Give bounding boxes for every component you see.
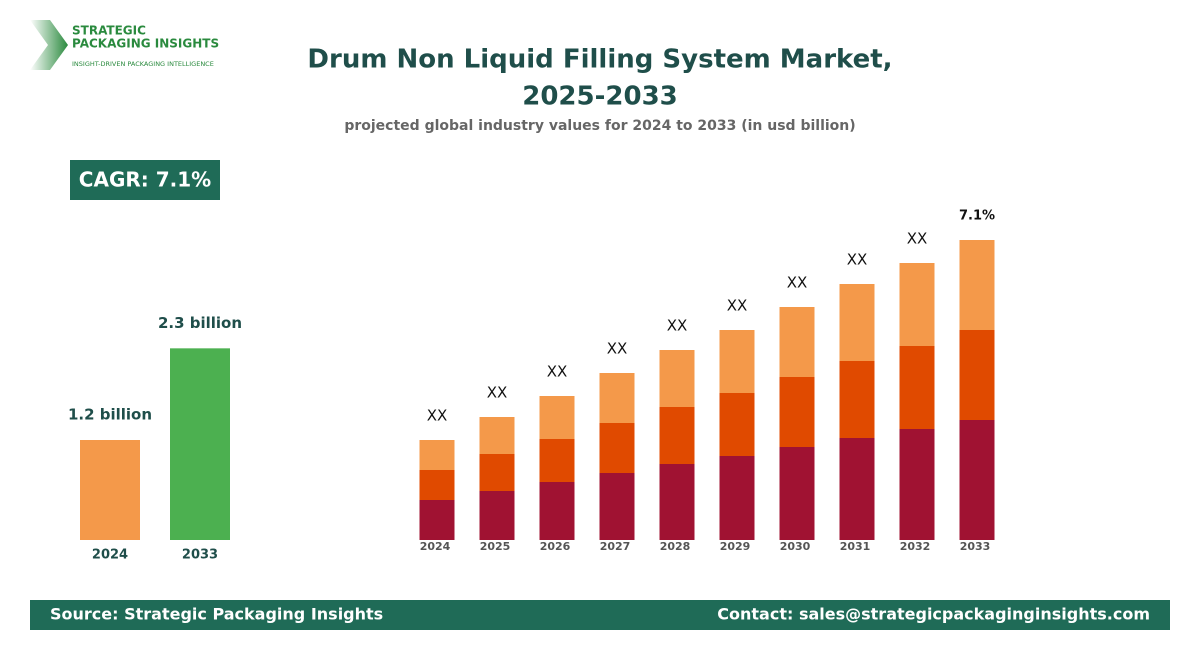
bar [80, 440, 140, 540]
bar-label: XX [607, 340, 628, 358]
bar-segment [419, 500, 455, 540]
x-tick-label: 2026 [540, 540, 571, 553]
bar-label: XX [427, 407, 448, 425]
bar-label: XX [727, 297, 748, 315]
x-tick-label: 2031 [840, 540, 871, 553]
bar-segment [539, 396, 575, 439]
cagr-box [70, 160, 220, 200]
x-tick-label: 2024 [420, 540, 451, 553]
x-tick-label: 2029 [720, 540, 751, 553]
bar-label: XX [787, 274, 808, 292]
bar-label: XX [847, 251, 868, 269]
logo-text: PACKAGING INSIGHTS [72, 37, 219, 51]
x-tick-label: 2033 [182, 548, 218, 563]
bar-segment [959, 330, 995, 420]
bar-segment [839, 361, 875, 438]
bar-segment [719, 393, 755, 456]
bar-segment [779, 377, 815, 447]
bar-segment [899, 263, 935, 346]
bar [170, 348, 230, 540]
logo-mark [30, 20, 68, 70]
bar-segment [659, 350, 695, 407]
bar-segment [719, 330, 755, 393]
x-tick-label: 2030 [780, 540, 811, 553]
subtitle: projected global industry values for 202… [344, 118, 855, 134]
bar-segment [899, 429, 935, 540]
source: Source: Strategic Packaging Insights [50, 605, 383, 624]
title: 2025-2033 [522, 82, 678, 112]
bar-label: XX [667, 317, 688, 335]
footer-bar [30, 600, 1170, 630]
bar-segment [719, 456, 755, 540]
bar-label: XX [547, 363, 568, 381]
value-label: 2.3 billion [158, 314, 242, 332]
bar-segment [659, 464, 695, 540]
x-tick-label: 2024 [92, 548, 128, 563]
bar-segment [779, 447, 815, 540]
bar-segment [779, 307, 815, 377]
x-tick-label: 2028 [660, 540, 691, 553]
x-tick-label: 2033 [960, 540, 991, 553]
bar-segment [899, 346, 935, 429]
bar-segment [419, 470, 455, 500]
logo-tagline: INSIGHT-DRIVEN PACKAGING INTELLIGENCE [72, 60, 214, 68]
x-tick-label: 2027 [600, 540, 631, 553]
bar-label: 7.1% [959, 209, 995, 224]
bar-segment [959, 420, 995, 540]
bar-segment [959, 240, 995, 330]
logo-text: STRATEGIC [72, 24, 146, 38]
bar-label: XX [907, 230, 928, 248]
bar-segment [599, 373, 635, 423]
bar-segment [839, 438, 875, 540]
contact: Contact: sales@strategicpackaginginsight… [717, 605, 1150, 624]
bar-segment [599, 473, 635, 540]
x-tick-label: 2032 [900, 540, 931, 553]
bar-segment [419, 440, 455, 470]
bar-segment [479, 454, 515, 491]
title: Drum Non Liquid Filling System Market, [307, 45, 892, 75]
cagr: CAGR: 7.1% [79, 168, 211, 192]
bar-segment [599, 423, 635, 473]
bar-label: XX [487, 384, 508, 402]
bar-segment [539, 482, 575, 540]
bar-segment [479, 491, 515, 540]
bar-segment [479, 417, 515, 454]
bar-segment [839, 284, 875, 361]
x-tick-label: 2025 [480, 540, 511, 553]
bar-segment [659, 407, 695, 464]
bar-segment [539, 439, 575, 482]
value-label: 1.2 billion [68, 406, 152, 424]
